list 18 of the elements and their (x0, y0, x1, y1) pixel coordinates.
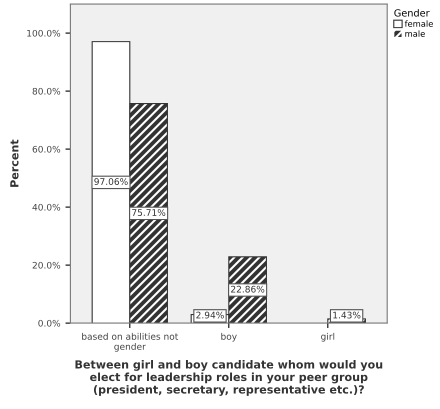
legend-title: Gender (394, 9, 430, 17)
x-tick-label: boy (221, 332, 237, 342)
data-label: 1.43% (333, 312, 360, 318)
x-axis-title: Between girl and boy candidate whom would you elect for leadership roles in your peer group (president, secretary, representative etc.)? (75, 360, 382, 396)
y-tick-label: 40.0% (32, 204, 60, 211)
legend-label: female (404, 20, 433, 27)
y-tick-label: 0.0% (38, 320, 60, 327)
y-tick-label: 20.0% (32, 262, 60, 269)
y-tick-label: 100.0% (27, 30, 60, 37)
y-tick-label: 60.0% (32, 146, 60, 153)
data-label: 75.71% (132, 209, 166, 216)
data-label: 22.86% (231, 286, 264, 293)
x-tick-label: based on abilities not gender (82, 332, 178, 352)
y-tick-label: 80.0% (32, 88, 60, 95)
y-axis-title: Percent (10, 140, 19, 187)
legend-label: male (405, 30, 425, 37)
x-tick-label: girl (321, 332, 334, 342)
data-label: 97.06% (94, 178, 128, 185)
